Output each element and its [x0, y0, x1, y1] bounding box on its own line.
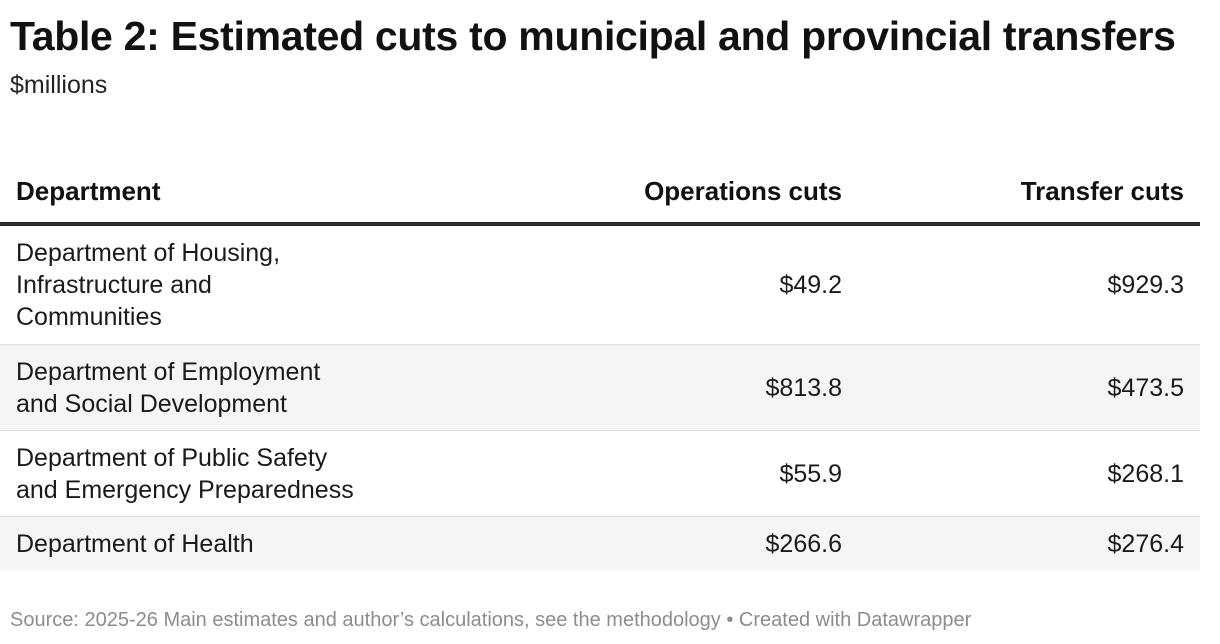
- department-cell: Department of Health: [0, 517, 520, 571]
- column-header-department[interactable]: Department: [0, 160, 520, 226]
- department-name-line: Infrastructure and: [16, 271, 212, 299]
- table-row: Department of Public Safety and Emergenc…: [0, 431, 1200, 517]
- department-cell: Department of Employment and Social Deve…: [0, 345, 520, 431]
- chart-header: Table 2: Estimated cuts to municipal and…: [10, 0, 1210, 100]
- transfer-cuts-cell: $929.3: [1107, 271, 1184, 299]
- department-name-line: Department of Health: [16, 529, 254, 558]
- department-name-line: and Emergency Preparedness: [16, 475, 354, 504]
- source-note: Source: 2025-26 Main estimates and autho…: [10, 609, 972, 631]
- table-header: Department Operations cuts Transfer cuts: [0, 160, 1200, 226]
- department-name-line: and Social Development: [16, 389, 287, 418]
- transfer-cuts-cell: $268.1: [1107, 459, 1184, 488]
- chart-title: Table 2: Estimated cuts to municipal and…: [10, 13, 1176, 59]
- department-name-line: Department of Housing,: [16, 239, 281, 267]
- table-body: Department of Housing, Infrastructure an…: [0, 224, 1200, 570]
- transfer-cuts-cell: $276.4: [1107, 529, 1184, 558]
- table-row: Department of Health $266.6 $276.4: [0, 516, 1200, 571]
- table-row: Department of Housing, Infrastructure an…: [0, 224, 1200, 345]
- department-name-line: Department of Public Safety: [16, 443, 328, 472]
- department-name-line: Communities: [16, 303, 162, 331]
- data-table: Department Operations cuts Transfer cuts…: [0, 160, 1200, 570]
- table-row: Department of Employment and Social Deve…: [0, 344, 1200, 431]
- chart-subtitle: $millions: [10, 71, 108, 99]
- transfer-cuts-cell: $473.5: [1107, 373, 1184, 402]
- department-cell: Department of Housing, Infrastructure an…: [0, 224, 520, 345]
- column-header-transfer-cuts[interactable]: Transfer cuts: [858, 160, 1200, 226]
- operations-cuts-cell: $813.8: [765, 373, 842, 402]
- column-header-operations-cuts[interactable]: Operations cuts: [520, 160, 858, 226]
- operations-cuts-cell: $266.6: [765, 529, 842, 558]
- header-row: Department Operations cuts Transfer cuts: [0, 160, 1200, 226]
- department-cell: Department of Public Safety and Emergenc…: [0, 431, 520, 517]
- department-name-line: Department of Employment: [16, 357, 321, 386]
- operations-cuts-cell: $49.2: [779, 271, 842, 299]
- operations-cuts-cell: $55.9: [779, 459, 842, 488]
